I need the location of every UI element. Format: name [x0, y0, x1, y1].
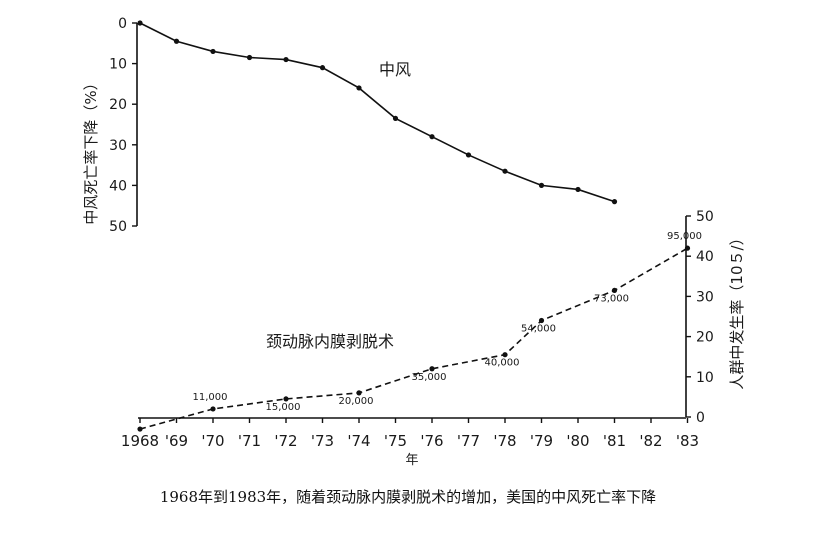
- endarterectomy-data-point: [283, 396, 289, 402]
- x-axis-tick-label: '80: [566, 432, 589, 450]
- right-axis-tick-label: 20: [696, 330, 714, 346]
- endarterectomy-point-label: 73,000: [594, 293, 629, 304]
- figure-caption: 1968年到1983年，随着颈动脉内膜剥脱术的增加，美国的中风死亡率下降: [159, 488, 657, 506]
- endarterectomy-point-label: 40,000: [485, 358, 520, 369]
- endarterectomy-point-label: 95,000: [667, 231, 702, 242]
- left-axis-tick-label: 10: [109, 57, 127, 73]
- stroke-data-point: [465, 152, 472, 158]
- x-axis-tick-label: '78: [493, 432, 516, 450]
- x-axis-tick-label: '79: [530, 432, 553, 450]
- right-axis-tick-label: 50: [696, 209, 714, 225]
- stroke-data-point: [210, 48, 216, 55]
- left-axis-tick-label: 30: [109, 138, 127, 154]
- endarterectomy-point-label: 35,000: [412, 372, 447, 383]
- x-axis-tick-label: '83: [676, 432, 699, 450]
- stroke-data-point: [502, 168, 508, 174]
- right-axis-tick-label: 40: [696, 249, 714, 265]
- stroke-series-line: [139, 22, 615, 203]
- endarterectomy-data-point: [356, 390, 362, 396]
- right-axis-label: 人群中发生率（10５/）: [728, 230, 746, 389]
- right-axis-tick-label: 10: [696, 370, 714, 386]
- stroke-data-point: [356, 85, 362, 91]
- right-axis-tick-label: 30: [696, 289, 714, 305]
- endarterectomy-data-point: [502, 352, 508, 358]
- x-axis-tick-label: '69: [165, 432, 188, 450]
- stroke-data-point: [538, 182, 545, 188]
- endarterectomy-data-point: [538, 317, 545, 324]
- stroke-data-point: [575, 186, 581, 193]
- stroke-data-point: [173, 38, 180, 44]
- x-axis-tick-label: '70: [201, 432, 224, 450]
- x-axis-tick-label: '77: [457, 432, 480, 450]
- endarterectomy-point-label: 20,000: [339, 396, 374, 407]
- endarterectomy-data-point: [684, 245, 691, 251]
- x-axis-tick-label: '74: [347, 432, 370, 450]
- left-axis-tick-label: 50: [109, 219, 127, 235]
- endarterectomy-point-label: 54,000: [521, 324, 556, 335]
- endarterectomy-data-point: [137, 426, 143, 432]
- left-axis-tick-label: 0: [118, 16, 127, 32]
- endarterectomy-data-point: [210, 406, 216, 412]
- x-axis-tick-label: '76: [420, 432, 443, 450]
- x-axis-tick-label: '71: [238, 432, 261, 450]
- x-axis-tick-label: '75: [384, 432, 407, 450]
- right-axis-tick-label: 0: [696, 410, 705, 426]
- stroke-series-name: 中风: [379, 60, 411, 79]
- stroke-data-point: [319, 65, 326, 71]
- endarterectomy-point-label: 11,000: [193, 392, 228, 403]
- endarterectomy-series-line: [139, 247, 688, 430]
- x-axis-label: 年: [405, 453, 418, 468]
- stroke-data-point: [246, 54, 253, 61]
- endarterectomy-series-name: 颈动脉内膜剥脱术: [266, 332, 394, 351]
- stroke-data-point: [392, 115, 399, 122]
- stroke-data-point: [611, 199, 618, 205]
- endarterectomy-data-point: [429, 366, 435, 372]
- stroke-data-point: [137, 20, 143, 26]
- x-axis-tick-label: '72: [274, 432, 297, 450]
- endarterectomy-point-label: 15,000: [266, 402, 301, 413]
- endarterectomy-data-point: [611, 287, 618, 293]
- left-axis-label: 中风死亡率下降（%）: [82, 75, 100, 224]
- left-axis-tick-label: 40: [109, 178, 127, 194]
- x-axis-tick-label: '82: [639, 432, 662, 450]
- x-axis-tick-label: 1968: [121, 432, 159, 450]
- x-axis-tick-label: '73: [311, 432, 334, 450]
- stroke-data-point: [429, 134, 435, 140]
- x-axis-tick-label: '81: [603, 432, 626, 450]
- stroke-data-point: [283, 56, 289, 63]
- left-axis-tick-label: 20: [109, 97, 127, 113]
